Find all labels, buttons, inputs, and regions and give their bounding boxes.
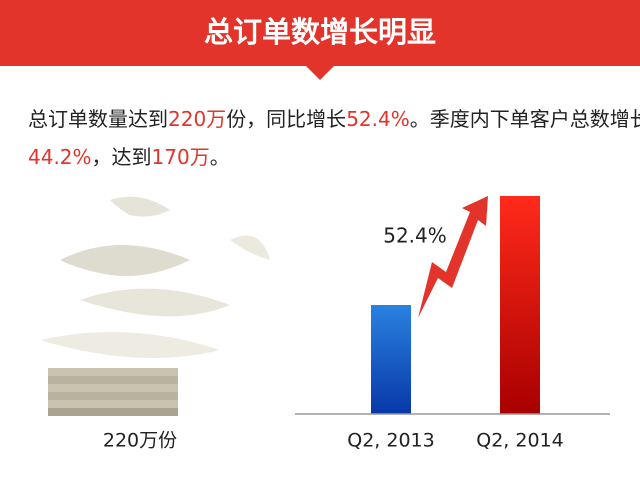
summary-highlight: 220万 bbox=[168, 107, 226, 131]
header-title: 总订单数增长明显 bbox=[204, 15, 436, 49]
summary-text: 。 bbox=[210, 145, 230, 169]
summary-highlight: 44.2% bbox=[28, 145, 92, 169]
summary-highlight: 52.4% bbox=[346, 107, 410, 131]
bar bbox=[500, 196, 540, 414]
bar bbox=[371, 305, 411, 414]
paper-illustration bbox=[40, 196, 270, 416]
illustration-label: 220万份 bbox=[103, 430, 177, 452]
summary-highlight: 170万 bbox=[152, 145, 210, 169]
header-band bbox=[0, 0, 640, 66]
growth-annotation: 52.4% bbox=[383, 224, 447, 248]
summary-text: 。季度内下单客户总数增长 bbox=[410, 107, 640, 131]
x-tick-label: Q2, 2014 bbox=[476, 430, 563, 452]
growth-arrow bbox=[418, 196, 488, 318]
header-notch bbox=[306, 66, 334, 80]
x-tick-label: Q2, 2013 bbox=[347, 430, 434, 452]
summary-text: ，达到 bbox=[92, 145, 152, 169]
summary-line: 44.2%，达到170万。 bbox=[28, 145, 230, 169]
summary-text: 份，同比增长 bbox=[226, 107, 346, 131]
summary-line: 总订单数量达到220万份，同比增长52.4%。季度内下单客户总数增长 bbox=[28, 107, 640, 131]
summary-text: 总订单数量达到 bbox=[28, 107, 168, 131]
